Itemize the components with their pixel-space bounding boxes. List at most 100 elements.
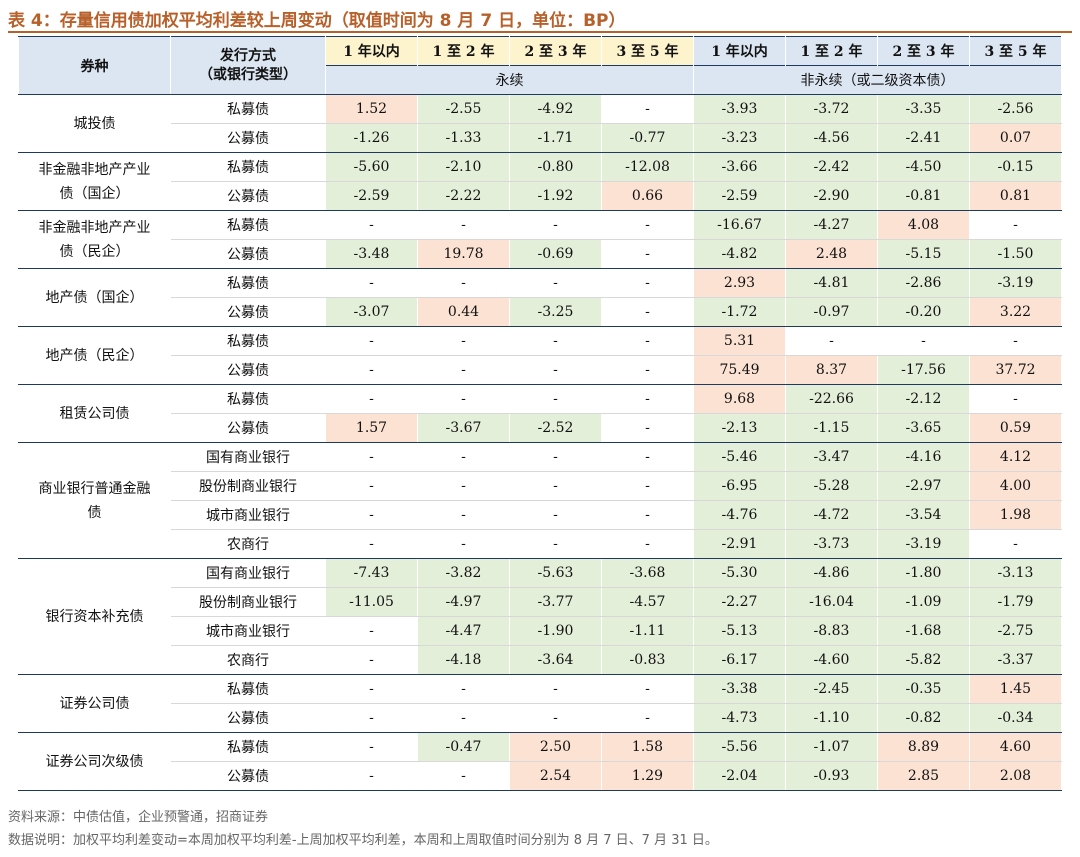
table-row: 公募债 - - - - -4.73 -1.10 -0.82 -0.34 <box>19 703 1062 733</box>
value-cell: - <box>509 703 602 733</box>
value-cell: -16.67 <box>693 210 786 240</box>
value-cell: - <box>325 268 418 298</box>
value-cell: - <box>417 500 510 530</box>
value-cell: - <box>601 239 694 269</box>
value-cell: -3.19 <box>877 529 970 559</box>
value-cell: -12.08 <box>601 152 694 182</box>
value-cell: -4.47 <box>417 616 510 646</box>
table-row: 城市商业银行 - - - - -4.76 -4.72 -3.54 1.98 <box>19 500 1062 530</box>
header-term-nonperp-1: 1 年以内 <box>693 36 786 66</box>
table-title: 表 4：存量信用债加权平均利差较上周变动（取值时间为 8 月 7 日，单位：BP… <box>8 11 626 31</box>
table-row: 公募债 -1.26 -1.33 -1.71 -0.77 -3.23 -4.56 -2.41 0.… <box>19 123 1062 153</box>
value-cell: -2.41 <box>877 123 970 153</box>
value-cell: -0.35 <box>877 674 970 704</box>
value-cell: -4.76 <box>693 500 786 530</box>
value-cell: -3.35 <box>877 94 970 124</box>
value-cell: -4.92 <box>509 94 602 124</box>
value-cell: -2.10 <box>417 152 510 182</box>
value-cell: - <box>325 674 418 704</box>
value-cell: -5.30 <box>693 558 786 588</box>
value-cell: -4.16 <box>877 442 970 472</box>
value-cell: -0.93 <box>785 761 878 791</box>
value-cell: - <box>969 384 1062 414</box>
issue-method-cell: 私募债 <box>170 94 326 124</box>
value-cell: 1.52 <box>325 94 418 124</box>
issue-method-cell: 私募债 <box>170 268 326 298</box>
value-cell: 1.57 <box>325 413 418 443</box>
value-cell: -2.59 <box>325 181 418 211</box>
value-cell: -4.82 <box>693 239 786 269</box>
table-row: 非金融非地产产业债（国企） 私募债 -5.60 -2.10 -0.80 -12.08 -3.… <box>18 152 1062 211</box>
header-term-perp-1: 1 年以内 <box>325 36 418 66</box>
value-cell: -4.57 <box>601 587 694 617</box>
bond-type-cell: 租赁公司债 <box>18 384 171 443</box>
value-cell: - <box>417 326 510 356</box>
table-row: 公募债 -3.07 0.44 -3.25- -1.72 -0.97 -0.20 3.22 <box>19 297 1062 327</box>
value-cell: - <box>325 355 418 385</box>
table-row: 农商行 - -4.18 -3.64 -0.83 -6.17 -4.60 -5.82 -3.37 <box>19 645 1062 675</box>
value-cell: -4.60 <box>785 645 878 675</box>
value-cell: 3.22 <box>969 297 1062 327</box>
table-row: 公募债 - -2.54 1.29 -2.04 -0.93 2.85 2.08 <box>19 761 1062 791</box>
value-cell: -11.05 <box>325 587 418 617</box>
value-cell: 1.58 <box>601 732 694 762</box>
issue-method-cell: 股份制商业银行 <box>170 471 326 501</box>
value-cell: - <box>601 94 694 124</box>
value-cell: 8.37 <box>785 355 878 385</box>
value-cell: 0.59 <box>969 413 1062 443</box>
issue-method-cell: 股份制商业银行 <box>170 587 326 617</box>
bond-type-cell: 地产债（民企） <box>18 326 171 385</box>
value-cell: -4.73 <box>693 703 786 733</box>
value-cell: - <box>417 355 510 385</box>
value-cell: -1.50 <box>969 239 1062 269</box>
header-term-nonperp-3: 2 至 3 年 <box>877 36 970 66</box>
value-cell: - <box>325 616 418 646</box>
value-cell: 2.08 <box>969 761 1062 791</box>
value-cell: -3.47 <box>785 442 878 472</box>
value-cell: -0.80 <box>509 152 602 182</box>
value-cell: - <box>417 268 510 298</box>
table-row: 银行资本补充债 国有商业银行 -7.43 -3.82 -5.63 -3.68 -5.30 -4… <box>18 558 1062 675</box>
value-cell: - <box>601 529 694 559</box>
value-cell: - <box>601 355 694 385</box>
value-cell: - <box>601 268 694 298</box>
value-cell: - <box>601 471 694 501</box>
table-row: 租赁公司债 私募债 - - - -9.68 -22.66 -2.12- <box>18 384 1062 443</box>
value-cell: -5.28 <box>785 471 878 501</box>
value-cell: 2.54 <box>509 761 602 791</box>
value-cell: -1.15 <box>785 413 878 443</box>
value-cell: -3.93 <box>693 94 786 124</box>
table-row: 非金融非地产产业债（民企） 私募债 - - - - -16.67 -4.27 4.08- <box>18 210 1062 269</box>
value-cell: - <box>325 500 418 530</box>
bond-type-cell: 商业银行普通金融债 <box>18 442 171 559</box>
value-cell: -4.97 <box>417 587 510 617</box>
value-cell: -3.82 <box>417 558 510 588</box>
value-cell: -3.68 <box>601 558 694 588</box>
value-cell: -5.15 <box>877 239 970 269</box>
value-cell: - <box>601 500 694 530</box>
value-cell: - <box>785 326 878 356</box>
value-cell: - <box>601 442 694 472</box>
value-cell: - <box>509 471 602 501</box>
value-cell: -1.80 <box>877 558 970 588</box>
header-term-perp-4: 3 至 5 年 <box>601 36 694 66</box>
value-cell: - <box>417 761 510 791</box>
table-row: 证券公司债 私募债 - - - - -3.38 -2.45 -0.35 1.45 <box>18 674 1062 733</box>
value-cell: -3.25 <box>509 297 602 327</box>
header-term-nonperp-4: 3 至 5 年 <box>969 36 1062 66</box>
issue-method-cell: 公募债 <box>170 297 326 327</box>
header-issue-method: 发行方式 （或银行类型） <box>170 36 326 95</box>
bond-type-cell: 证券公司次级债 <box>18 732 171 791</box>
value-cell: -4.27 <box>785 210 878 240</box>
issue-method-cell: 国有商业银行 <box>170 442 326 472</box>
value-cell: - <box>601 413 694 443</box>
value-cell: -4.56 <box>785 123 878 153</box>
value-cell: - <box>877 326 970 356</box>
table-header: 券种 发行方式 （或银行类型） 1 年以内 1 至 2 年 2 至 3 年 3 … <box>18 36 1062 95</box>
value-cell: -3.66 <box>693 152 786 182</box>
issue-method-cell: 私募债 <box>170 674 326 704</box>
value-cell: - <box>325 761 418 791</box>
bond-type-cell: 地产债（国企） <box>18 268 171 327</box>
value-cell: -2.04 <box>693 761 786 791</box>
bond-type-cell: 城投债 <box>18 94 171 153</box>
